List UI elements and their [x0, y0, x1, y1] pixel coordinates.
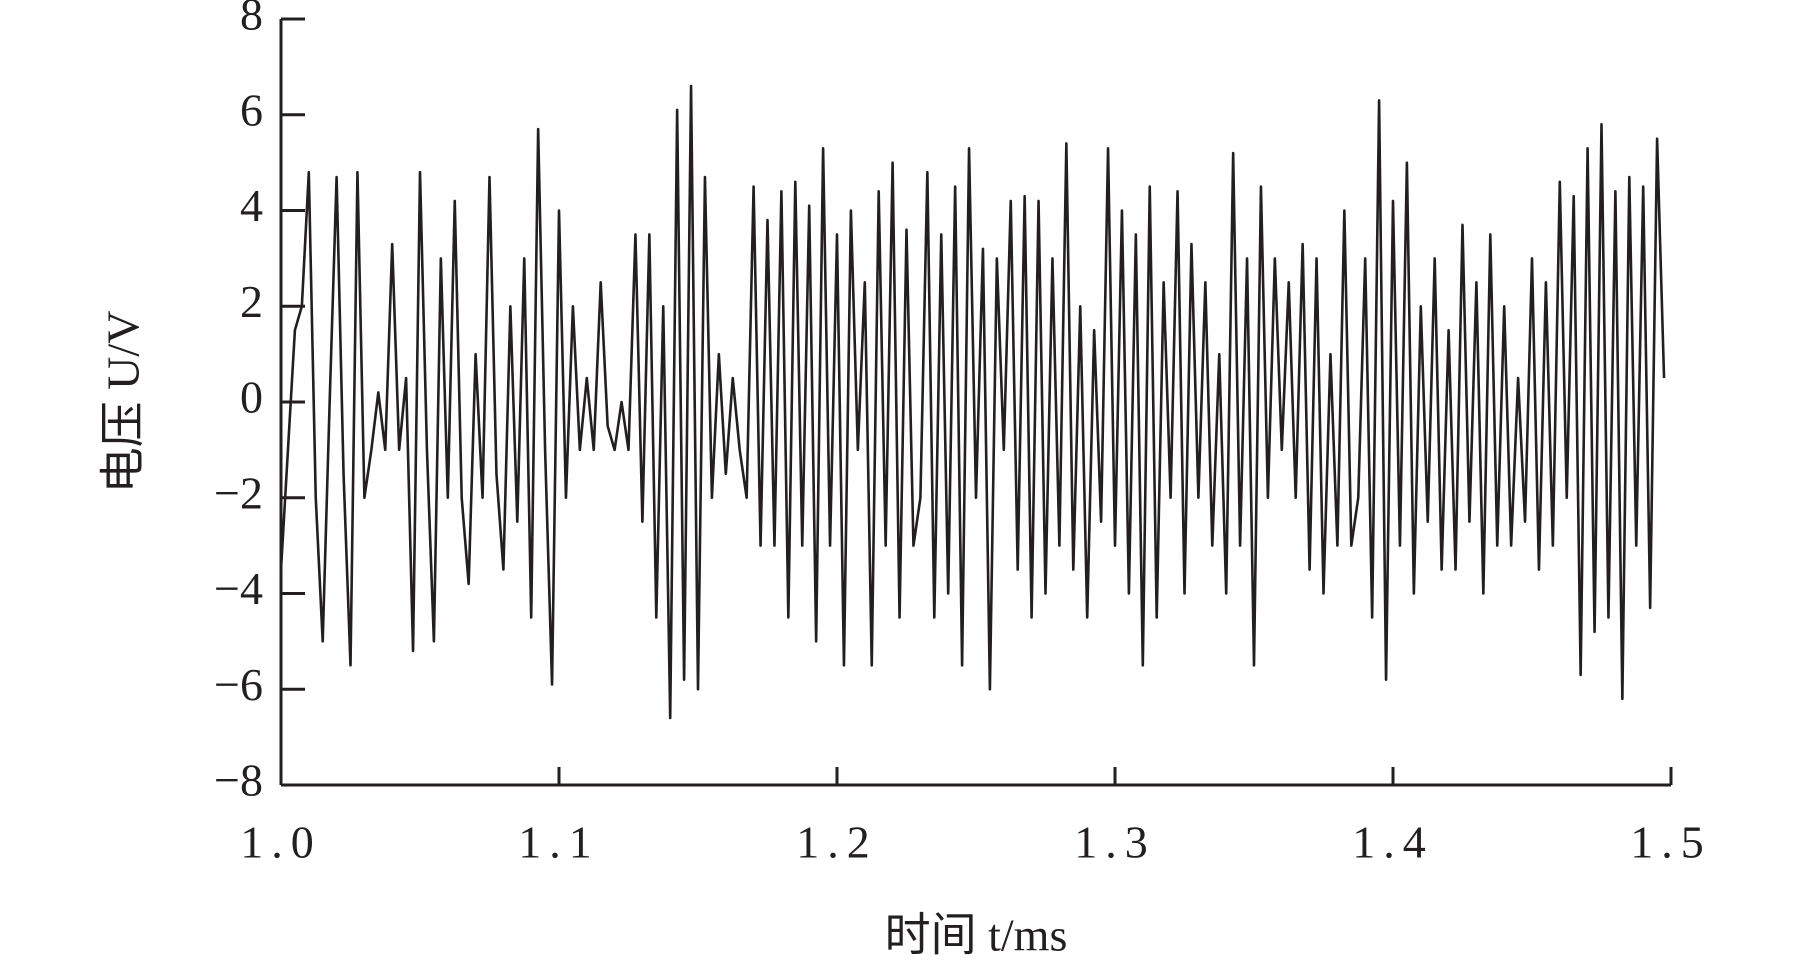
y-tick-label: 2 [240, 276, 263, 327]
y-tick-label: −6 [214, 659, 263, 710]
y-axis-label: 电压 U/V [98, 311, 149, 494]
y-tick-label: −2 [214, 467, 263, 518]
x-tick-label: 1.1 [518, 817, 600, 868]
y-tick-label: 0 [240, 372, 263, 423]
y-tick-label: −8 [214, 755, 263, 806]
x-tick-label: 1.3 [1074, 817, 1156, 868]
x-axis-label: 时间 t/ms [885, 910, 1068, 961]
x-tick-label: 1.0 [240, 817, 322, 868]
y-tick-label: 6 [240, 84, 263, 135]
x-tick-label: 1.2 [796, 817, 878, 868]
x-tick-label: 1.5 [1630, 817, 1712, 868]
y-tick-label: −4 [214, 563, 263, 614]
y-tick-label: 8 [240, 0, 263, 40]
y-tick-label: 4 [240, 180, 263, 231]
x-tick-label: 1.4 [1352, 817, 1434, 868]
signal-line [279, 84, 1666, 720]
